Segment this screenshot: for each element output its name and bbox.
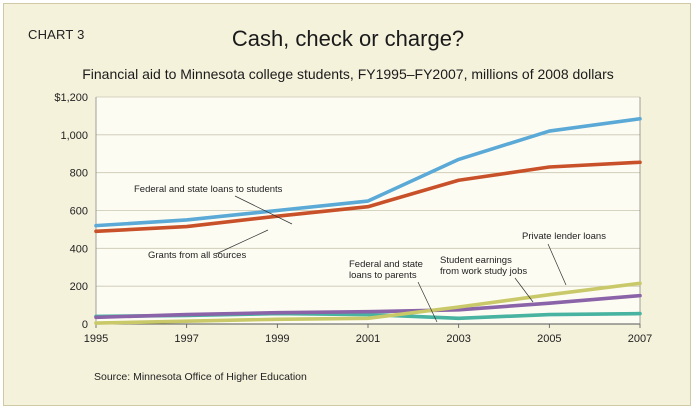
chart-number-label: CHART 3 [28, 27, 85, 42]
chart-title: Cash, check or charge? [231, 26, 465, 51]
annotation-leader [514, 277, 534, 303]
y-tick-label: 400 [70, 243, 88, 255]
series-line [94, 281, 642, 325]
y-tick-label: 800 [70, 168, 88, 180]
series-line [94, 160, 642, 234]
series-line [94, 116, 642, 228]
x-tick-label: 2003 [446, 333, 470, 345]
x-tick-label: 1997 [174, 333, 198, 345]
y-tick-label: 600 [70, 206, 88, 218]
x-tick-label: 2005 [537, 333, 561, 345]
y-tick-label: $1,200 [54, 92, 88, 104]
x-tick-label: 1995 [84, 333, 108, 345]
annotation-leader [547, 243, 567, 286]
y-tick-label: 0 [82, 319, 88, 331]
series-annotation: Grants from all sources [148, 250, 246, 261]
annotation-leader [234, 195, 293, 225]
source-note: Source: Minnesota Office of Higher Educa… [94, 371, 307, 383]
chart-subtitle: Financial aid to Minnesota college stude… [82, 66, 614, 82]
series-annotation: Federal and state loans to parents [349, 259, 423, 281]
annotation-leader [215, 229, 269, 255]
x-tick-label: 2001 [356, 333, 380, 345]
x-tick-label: 1999 [265, 333, 289, 345]
series-line [94, 293, 642, 320]
y-tick-label: 200 [70, 281, 88, 293]
x-tick-label: 2007 [628, 333, 652, 345]
series-annotation: Federal and state loans to students [134, 184, 283, 195]
annotation-leader [417, 281, 438, 323]
series-annotation: Private lender loans [522, 231, 606, 242]
series-annotation: Student earnings from work study jobs [440, 255, 527, 277]
y-tick-label: 1,000 [60, 130, 88, 142]
